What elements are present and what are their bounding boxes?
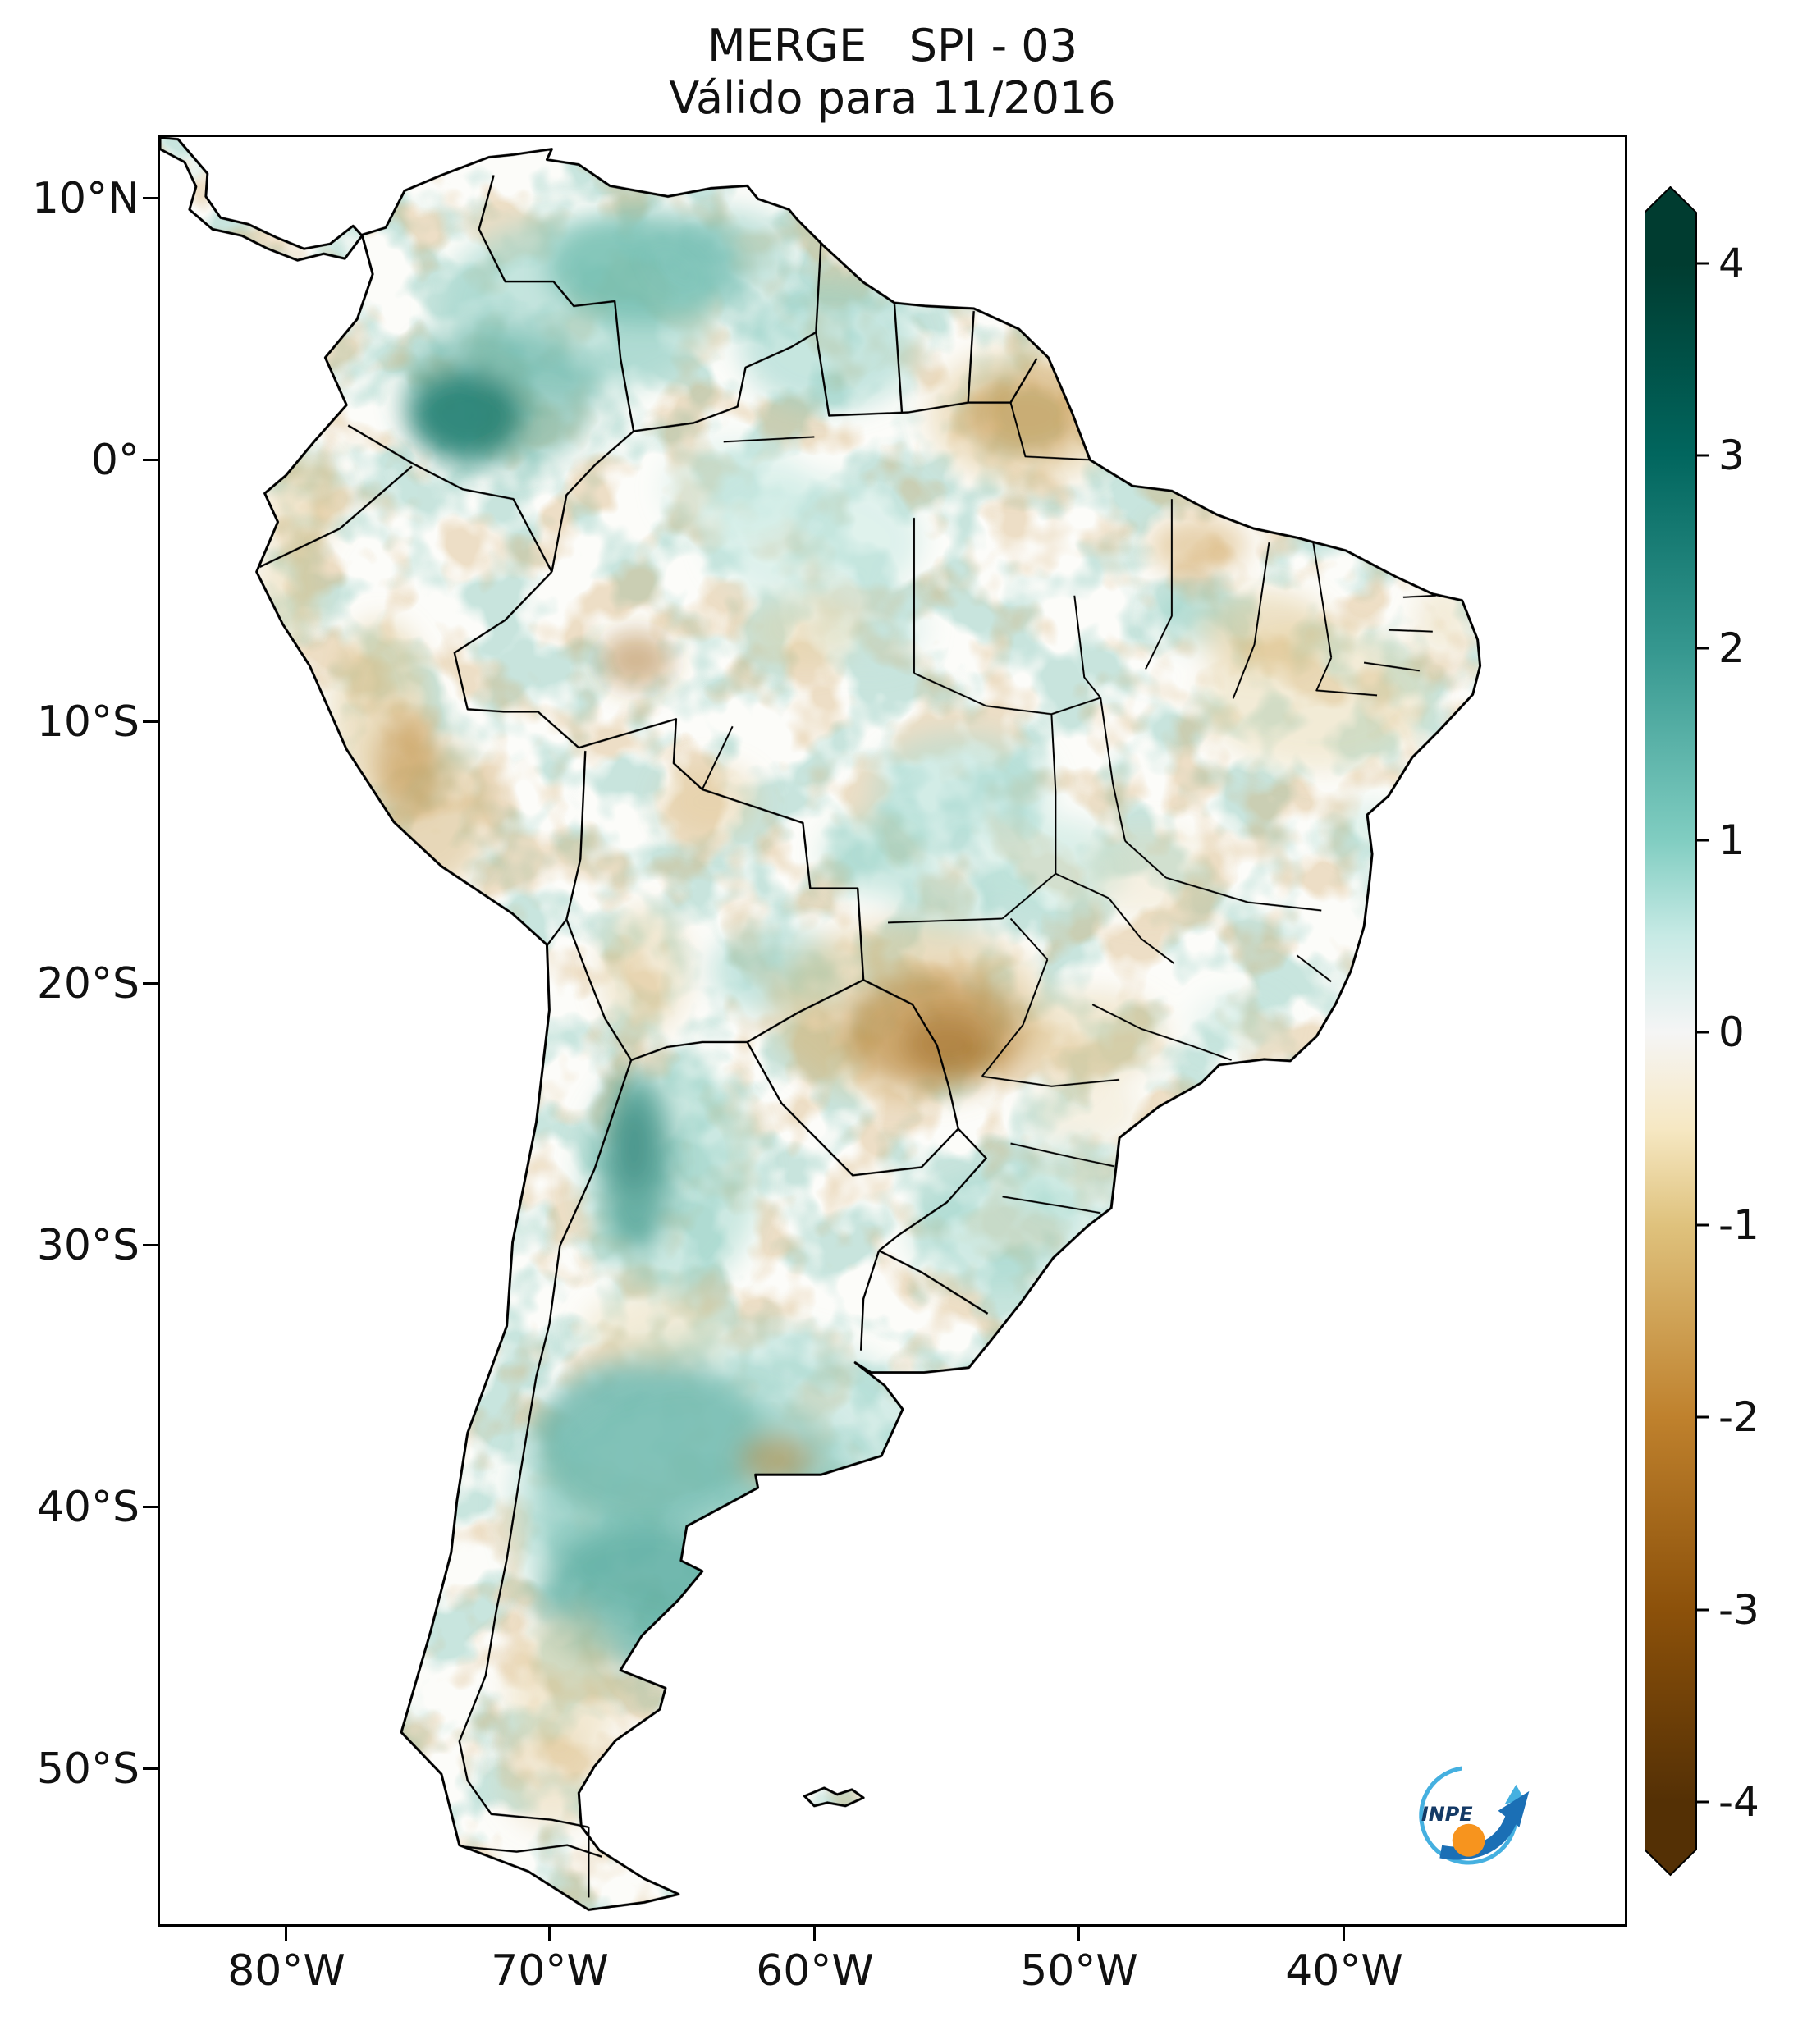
spi-raster-layer — [160, 137, 1480, 1910]
x-tick-mark — [285, 1927, 287, 1941]
colorbar-canvas: 4 3 2 1 0 -1 -2 -3 -4 — [1644, 185, 1759, 1877]
y-tick-mark — [143, 1506, 158, 1508]
x-tick-mark — [1343, 1927, 1345, 1941]
y-tick-mark — [143, 1767, 158, 1770]
lon-tick-label: 50°W — [1020, 1946, 1138, 1996]
inpe-logo: INPE — [1419, 1766, 1530, 1865]
lat-tick-label: 10°N — [31, 174, 140, 223]
country-borders — [259, 175, 1038, 1898]
colorbar-tick-label: -2 — [1718, 1393, 1759, 1441]
lon-tick-label: 40°W — [1285, 1946, 1403, 1996]
lat-tick-label: 50°S — [36, 1744, 140, 1794]
y-tick-mark — [143, 197, 158, 199]
lat-tick-label: 10°S — [36, 697, 140, 747]
x-tick-mark — [1077, 1927, 1080, 1941]
colorbar-tick-label: -1 — [1718, 1201, 1759, 1249]
lat-tick-label: 30°S — [36, 1221, 140, 1270]
chart-title: MERGE SPI - 03 — [707, 20, 1077, 71]
y-tick-mark — [143, 459, 158, 461]
lon-tick-label: 80°W — [227, 1946, 345, 1996]
lon-tick-label: 60°W — [756, 1946, 874, 1996]
map-panel: INPE — [158, 135, 1627, 1927]
colorbar-tick-marks — [1696, 262, 1709, 1804]
colorbar-tick-label: 0 — [1718, 1008, 1745, 1056]
colorbar-tick-label: -3 — [1718, 1586, 1759, 1634]
y-tick-mark — [143, 982, 158, 985]
x-tick-mark — [548, 1927, 551, 1941]
state-borders — [701, 402, 1436, 1214]
colorbar-tick-label: 1 — [1718, 816, 1745, 864]
colorbar-gradient-bar — [1644, 185, 1697, 1877]
chart-subtitle: Válido para 11/2016 — [669, 72, 1116, 124]
lon-tick-label: 70°W — [491, 1946, 609, 1996]
colorbar-tick-label: 3 — [1718, 432, 1745, 479]
colorbar: 4 3 2 1 0 -1 -2 -3 -4 — [1644, 185, 1798, 1880]
inpe-logo-text: INPE — [1421, 1803, 1473, 1826]
south-america-map: INPE — [160, 137, 1530, 1911]
logo-orange-dot-icon — [1452, 1823, 1485, 1857]
lat-tick-label: 40°S — [36, 1483, 140, 1532]
lat-tick-label: 0° — [90, 436, 140, 485]
y-tick-mark — [143, 1244, 158, 1246]
colorbar-tick-label: 2 — [1718, 624, 1745, 672]
colorbar-tick-labels: 4 3 2 1 0 -1 -2 -3 -4 — [1718, 240, 1759, 1826]
x-tick-mark — [813, 1927, 816, 1941]
y-tick-mark — [143, 720, 158, 723]
colorbar-tick-label: -4 — [1718, 1778, 1759, 1826]
logo-swoosh-arrow-icon — [1439, 1812, 1520, 1860]
logo-swoosh-arrowhead-icon — [1498, 1790, 1530, 1827]
lat-tick-label: 20°S — [36, 959, 140, 1008]
colorbar-tick-label: 4 — [1718, 240, 1745, 287]
